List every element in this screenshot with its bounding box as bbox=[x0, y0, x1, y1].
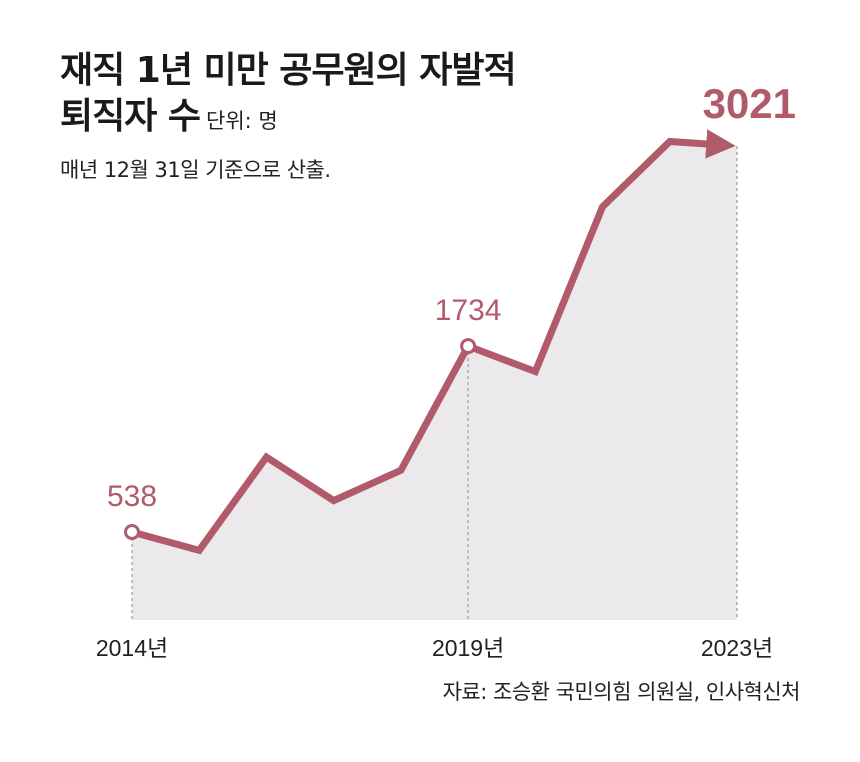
point-marker-2014 bbox=[124, 524, 140, 540]
area-fill bbox=[132, 141, 737, 620]
series-line bbox=[131, 129, 736, 555]
chart-title: 재직 1년 미만 공무원의 자발적 퇴직자 수 단위: 명 bbox=[60, 48, 517, 144]
data-labels: 538 1734 3021 bbox=[107, 80, 796, 513]
title-line-1: 재직 1년 미만 공무원의 자발적 bbox=[60, 50, 517, 91]
x-tick-label-2014: 2014년 bbox=[96, 635, 168, 661]
point-markers bbox=[124, 338, 477, 540]
title-line-2: 퇴직자 수 bbox=[60, 96, 201, 137]
chart-subtitle: 매년 12월 31일 기준으로 산출. bbox=[60, 158, 331, 182]
unit-label: 단위: 명 bbox=[206, 109, 278, 133]
data-label-2014: 538 bbox=[107, 480, 157, 513]
data-label-2019: 1734 bbox=[435, 294, 502, 327]
point-marker-2019 bbox=[460, 338, 477, 355]
source-note: 자료: 조승환 국민의힘 의원실, 인사혁신처 bbox=[442, 680, 801, 704]
data-label-2023: 3021 bbox=[703, 80, 796, 127]
x-tick-label-2019: 2019년 bbox=[432, 635, 504, 661]
x-tick-label-2023: 2023년 bbox=[701, 635, 773, 661]
guide-lines bbox=[131, 146, 738, 620]
x-axis-ticks: 2014년 2019년 2023년 bbox=[96, 635, 773, 661]
